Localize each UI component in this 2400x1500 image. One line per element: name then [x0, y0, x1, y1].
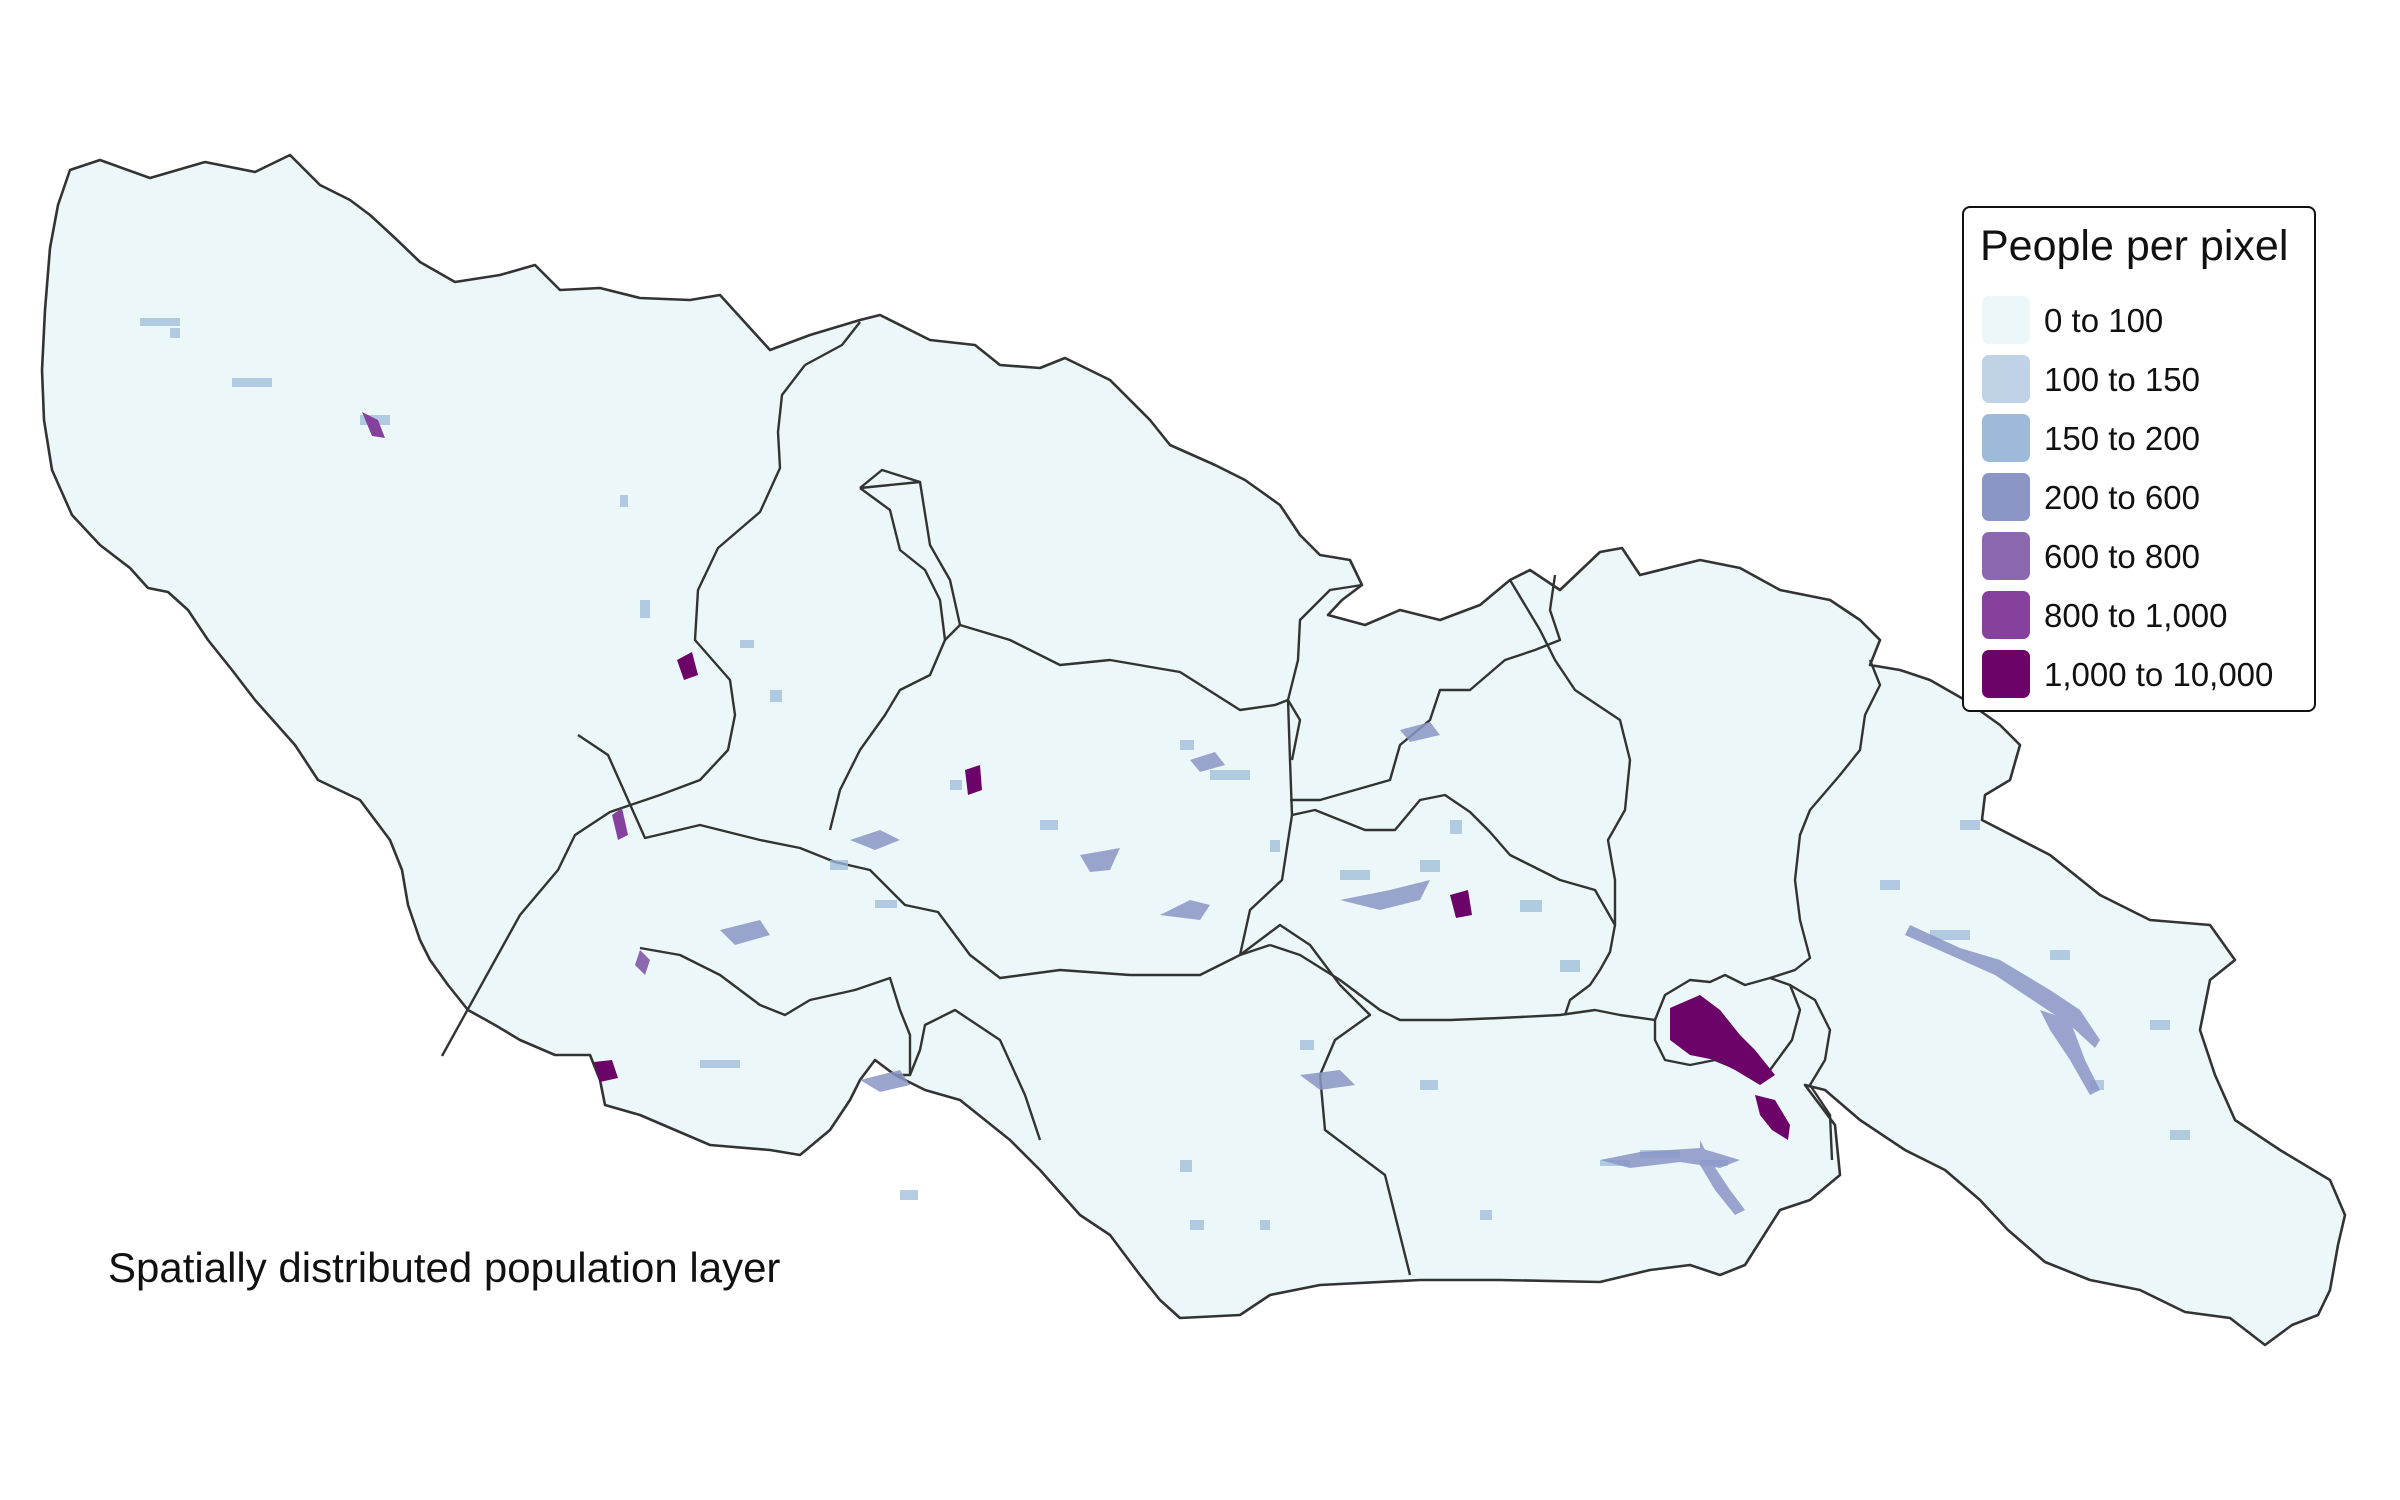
border-imereti-shida	[1238, 699, 1294, 956]
border-racha-imereti	[859, 480, 1289, 712]
border-samtskhe-kvemo	[1239, 923, 1412, 1276]
legend-item: 0 to 100	[1982, 296, 2312, 346]
border-mtskheta-kakheti	[1508, 579, 1632, 925]
legend-label: 0 to 100	[2044, 302, 2164, 339]
legend: People per pixel 0 to 100 100 to 150 150 t…	[1962, 206, 2316, 712]
legend-label: 200 to 600	[2044, 479, 2200, 516]
legend-label: 800 to 1,000	[2044, 597, 2228, 634]
legend-item: 200 to 600	[1982, 473, 2312, 523]
legend-title: People per pixel	[1980, 222, 2289, 270]
legend-item: 100 to 150	[1982, 355, 2312, 405]
legend-swatch	[1982, 296, 2030, 344]
legend-swatch	[1982, 414, 2030, 462]
border-shida-kvemo	[1269, 943, 1656, 1022]
legend-item: 800 to 1,000	[1982, 591, 2312, 641]
legend-label: 100 to 150	[2044, 361, 2200, 398]
border-imereti-west	[828, 639, 947, 831]
legend-item: 600 to 800	[1982, 532, 2312, 582]
border-shida-mtskheta	[1291, 793, 1617, 1016]
border-guria-adjara	[639, 946, 912, 1075]
border-racha-outline	[859, 468, 961, 641]
density-mid-bands	[720, 722, 2100, 1215]
legend-label: 1,000 to 10,000	[2044, 656, 2274, 693]
border-kakheti-west	[1769, 659, 1882, 980]
population-density	[140, 318, 2190, 1230]
map-caption: Spatially distributed population layer	[108, 1244, 781, 1291]
border-adjara-samtskhe	[895, 1008, 1042, 1141]
legend-swatch	[1982, 591, 2030, 639]
border-tbilisi	[1653, 973, 1802, 1072]
border-south-ossetia	[1286, 574, 1562, 802]
legend-label: 150 to 200	[2044, 420, 2200, 457]
legend-swatch	[1982, 473, 2030, 521]
legend-label: 600 to 800	[2044, 538, 2200, 575]
legend-swatch	[1982, 532, 2030, 580]
density-high-spots	[362, 412, 1790, 1140]
legend-item: 150 to 200	[1982, 414, 2312, 464]
border-samegrelo-racha	[804, 321, 861, 367]
border-imereti-guria	[577, 734, 1271, 980]
legend-swatch	[1982, 355, 2030, 403]
border-abkhazia-samegrelo	[440, 364, 806, 1057]
legend-item: 1,000 to 10,000	[1982, 650, 2312, 700]
border-kvemo-kakheti	[1789, 983, 1834, 1161]
region-borders	[440, 321, 1882, 1276]
legend-swatch	[1982, 650, 2030, 698]
